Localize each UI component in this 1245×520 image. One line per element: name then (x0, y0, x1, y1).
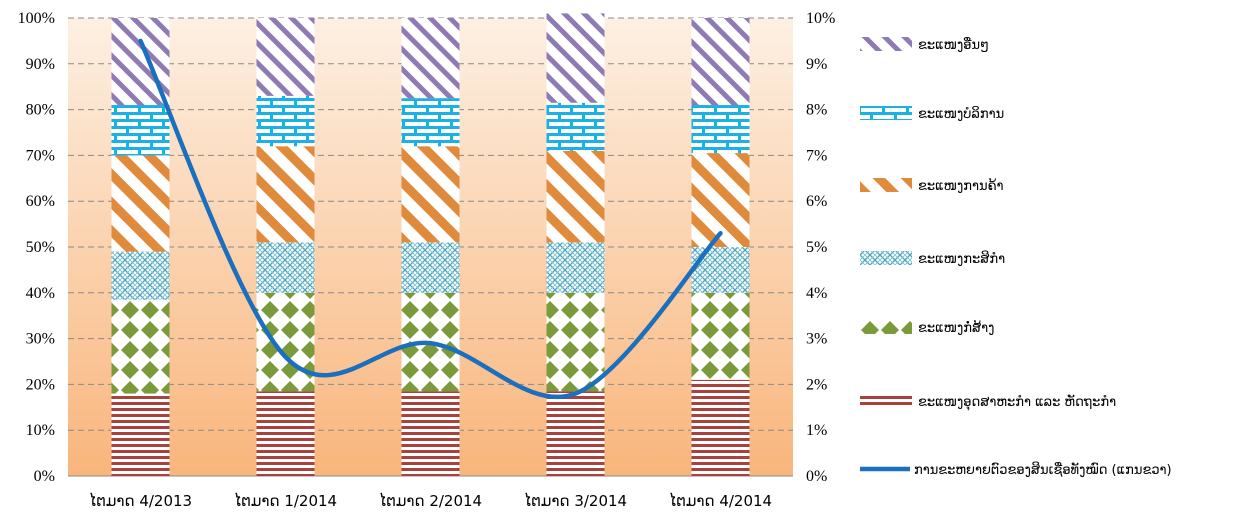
legend-swatch (860, 106, 912, 120)
y2-tick-label: 1% (806, 422, 827, 439)
x-tick-label: ໄຕມາດ 4/2014 (669, 491, 772, 510)
bar-segment-series-5 (111, 105, 170, 156)
legend-swatch (860, 394, 912, 408)
bar-segment-series-2 (111, 299, 170, 394)
y-tick-label: 30% (26, 331, 55, 348)
legend-label: ຂະແໜງບໍລິການ (918, 106, 1004, 122)
y-tick-label: 0% (34, 468, 55, 485)
growth-line-path (138, 38, 723, 400)
y2-tick-label: 10% (806, 10, 835, 27)
bar-segment-series-5 (256, 95, 315, 147)
y2-tick-label: 2% (806, 376, 827, 393)
y2-tick-label: 0% (806, 468, 827, 485)
y-tick-label: 70% (26, 147, 55, 164)
legend-label: ຂະແໜງອື່ນໆ (918, 37, 989, 53)
y2-tick-label: 4% (806, 285, 827, 302)
y-tick-label: 10% (26, 422, 55, 439)
x-tick-label: ໄຕມາດ 3/2014 (524, 491, 627, 510)
y-tick-label: 50% (26, 239, 55, 256)
bar-segment-series-4 (256, 146, 315, 243)
bar-segment-series-2 (546, 292, 605, 392)
y2-tick-label: 8% (806, 102, 827, 119)
y-tick-label: 20% (26, 376, 55, 393)
bar-segment-series-3 (401, 242, 460, 293)
legend-swatch (860, 37, 912, 51)
y-tick-label: 90% (26, 56, 55, 73)
legend-swatch (860, 251, 912, 265)
legend-label: ຂະແໜງກໍ່ສ້າງ (918, 320, 994, 336)
bar-segment-series-3 (256, 242, 315, 293)
y-tick-label: 80% (26, 102, 55, 119)
bar-segment-series-6 (691, 18, 750, 106)
y2-tick-label: 9% (806, 56, 827, 73)
bar-segment-series-6 (546, 13, 605, 103)
axis-ticks: 0% 10% 20% 30% 40% 50% 60% 70% 80% 90% 100% 0% 1% 2% 3… (18, 10, 836, 510)
bars (111, 13, 750, 476)
x-tick-label: ໄຕມາດ 4/2013 (89, 491, 192, 510)
bar-segment-series-1 (111, 393, 170, 476)
bar-segment-series-2 (256, 292, 315, 392)
bar-segment-series-3 (111, 251, 170, 300)
bar-segment-series-1 (256, 391, 315, 476)
y-tick-label: 60% (26, 193, 55, 210)
y2-tick-label: 3% (806, 331, 827, 348)
bar-segment-series-5 (691, 105, 750, 154)
y2-tick-label: 5% (806, 239, 827, 256)
legend-swatch (860, 320, 912, 334)
bar-segment-series-1 (401, 391, 460, 476)
bar-segment-series-6 (256, 18, 315, 96)
bar-segment-series-5 (546, 102, 605, 151)
growth-line (138, 38, 723, 400)
bar-segment-series-4 (546, 150, 605, 243)
legend-label: ຂະແໜງການຄ້າ (918, 178, 1004, 194)
legend-label: ການຂະຫຍາຍຕົວຂອງສິນເຊື່ອທັງໝົດ (ແກນຂວາ) (914, 462, 1172, 478)
legend-label: ຂະແໜງອຸດສາຫະກຳ ແລະ ຫັດຖະກຳ (918, 395, 1116, 411)
y2-tick-label: 6% (806, 193, 827, 210)
legend-label: ຂະແໜງກະສິກຳ (918, 251, 1005, 267)
y-tick-label: 100% (18, 10, 55, 27)
legend: ຂະແໜງອື່ນໆຂະແໜງບໍລິການຂະແໜງການຄ້າຂະແໜງກະ… (860, 37, 1172, 478)
bar-segment-series-4 (401, 146, 460, 243)
bar-segment-series-2 (691, 292, 750, 380)
x-tick-label: ໄຕມາດ 2/2014 (379, 491, 482, 510)
bar-segment-series-6 (401, 18, 460, 99)
bar-segment-series-1 (691, 379, 750, 476)
y-tick-label: 40% (26, 285, 55, 302)
x-tick-label: ໄຕມາດ 1/2014 (234, 491, 337, 510)
legend-swatch (860, 178, 912, 192)
bar-segment-series-1 (546, 391, 605, 476)
bar-segment-series-3 (691, 247, 750, 293)
bar-segment-series-4 (111, 155, 170, 252)
bar-segment-series-5 (401, 98, 460, 147)
y2-tick-label: 7% (806, 147, 827, 164)
bar-segment-series-3 (546, 242, 605, 293)
